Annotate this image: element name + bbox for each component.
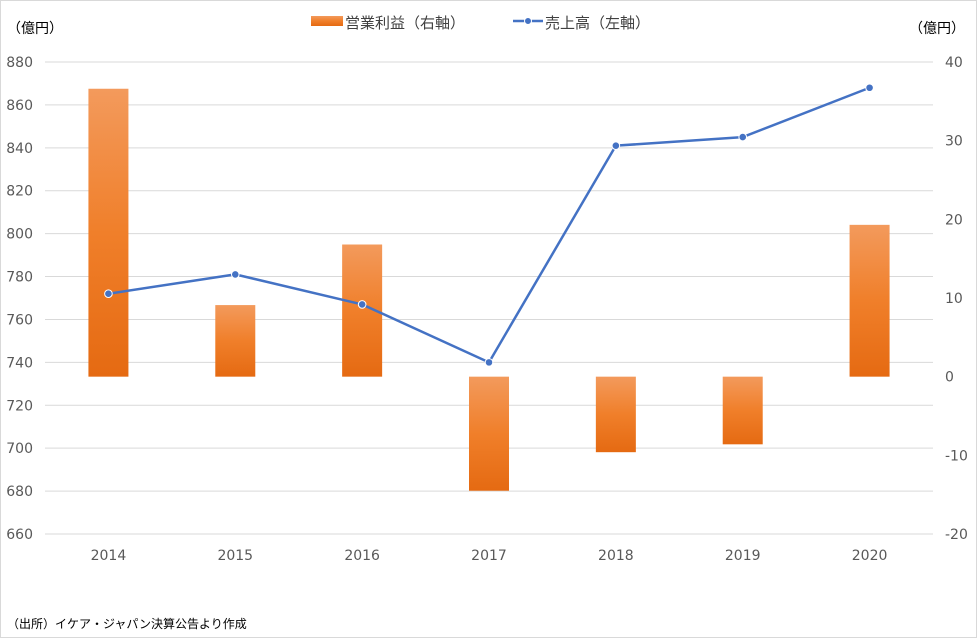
left-tick-label: 740: [6, 355, 33, 371]
legend-line-label: 売上高（左軸）: [545, 14, 650, 32]
point-2015: [230, 270, 240, 279]
right-axis-unit: （億円）: [909, 21, 965, 37]
source-note: （出所）イケア・ジャパン決算公告より作成: [7, 616, 247, 631]
left-axis-unit: （億円）: [7, 21, 63, 37]
bar-2018: [595, 376, 636, 453]
legend-bar-label: 営業利益（右軸）: [345, 14, 465, 32]
left-tick-label: 720: [6, 398, 33, 414]
left-tick-label: 660: [6, 527, 33, 543]
left-tick-label: 860: [6, 98, 33, 114]
legend: 営業利益（右軸） 売上高（左軸）: [311, 14, 650, 32]
left-tick-label: 760: [6, 312, 33, 328]
x-tick-label: 2016: [344, 548, 380, 564]
right-tick-label: -20: [945, 527, 968, 543]
right-tick-label: 40: [945, 55, 963, 71]
bar-2020: [849, 224, 890, 377]
x-tick-label: 2015: [217, 548, 253, 564]
bar-2014: [88, 88, 129, 377]
x-tick-label: 2020: [852, 548, 888, 564]
x-tick-label: 2019: [725, 548, 761, 564]
left-tick-label: 700: [6, 441, 33, 457]
x-tick-label: 2014: [91, 548, 127, 564]
line-series: [104, 83, 874, 367]
left-tick-label: 840: [6, 141, 33, 157]
axes: 660 680 700 720 740 760 780 800 820 840 860 880 -20 -…: [6, 55, 968, 564]
bar-2017: [469, 376, 509, 491]
bar-2019: [722, 376, 763, 445]
right-tick-label: 10: [945, 291, 963, 307]
x-tick-label: 2018: [598, 548, 634, 564]
point-2016: [357, 300, 367, 309]
right-tick-label: 20: [945, 212, 963, 228]
right-tick-label: 0: [945, 370, 954, 386]
point-2020: [865, 83, 874, 93]
left-tick-label: 880: [6, 55, 33, 71]
right-tick-label: 30: [945, 134, 963, 150]
left-tick-label: 820: [6, 184, 33, 200]
left-tick-label: 680: [6, 484, 33, 500]
legend-line-marker: [524, 17, 532, 25]
right-tick-label: -10: [945, 448, 968, 464]
point-2017: [484, 358, 494, 367]
bar-series: [88, 88, 890, 491]
point-2018: [611, 141, 621, 150]
point-2014: [104, 289, 113, 299]
left-tick-label: 780: [6, 270, 33, 286]
bar-2015: [215, 305, 256, 377]
x-tick-label: 2017: [471, 548, 507, 564]
point-2019: [738, 132, 748, 142]
legend-bar-swatch: [311, 16, 343, 26]
left-tick-label: 800: [6, 227, 33, 243]
